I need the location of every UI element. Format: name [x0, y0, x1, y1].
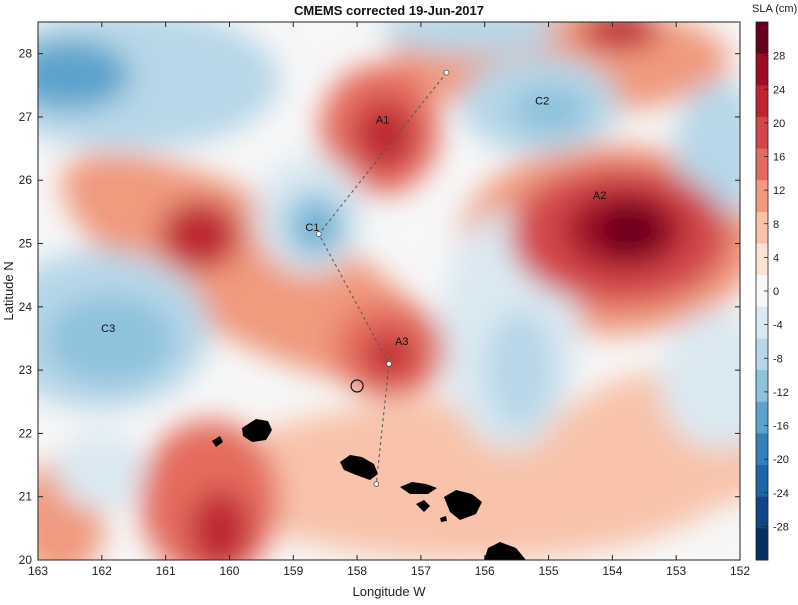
y-tick-label: 21 — [19, 490, 33, 504]
y-tick-label: 23 — [19, 363, 33, 377]
colorbar-segment — [756, 148, 768, 181]
colorbar-segment — [756, 465, 768, 498]
y-tick-label: 20 — [19, 553, 33, 567]
island-molokai — [400, 482, 437, 494]
colorbar-tick-label: 16 — [773, 152, 785, 164]
track-point — [315, 231, 322, 237]
y-tick-label: 24 — [19, 300, 33, 314]
eddy-label-c3: C3 — [101, 323, 115, 335]
eddy-labels: A1 A2 A3 C1 C2 C3 — [101, 95, 606, 348]
island-niihau — [212, 436, 223, 447]
eddy-track-points — [315, 69, 450, 487]
x-axis-ticks: 163 162 161 160 159 158 157 156 155 154 153 152 — [28, 22, 750, 578]
sla-patches — [38, 22, 740, 560]
colorbar-tick-label: -28 — [773, 521, 789, 533]
eddy-label-c2: C2 — [535, 95, 549, 107]
y-tick-label: 27 — [19, 110, 33, 124]
colorbar-segment — [756, 370, 768, 403]
station-circle — [350, 379, 364, 393]
colorbar-segment — [756, 243, 768, 276]
eddy-label-a1: A1 — [376, 114, 389, 126]
colorbar-tick-label: 0 — [773, 286, 779, 298]
colorbar-tick-label: 4 — [773, 252, 779, 264]
colorbar-tick-label: -12 — [773, 387, 789, 399]
colorbar — [756, 22, 768, 561]
colorbar-tick-label: -20 — [773, 454, 789, 466]
island-hawaii — [484, 542, 526, 560]
island-land-mask — [212, 419, 526, 560]
island-kahoolawe — [440, 516, 447, 522]
y-tick-label: 26 — [19, 173, 33, 187]
island-maui — [444, 490, 482, 520]
x-tick-label: 160 — [219, 564, 239, 578]
colorbar-tick-label: 12 — [773, 185, 785, 197]
colorbar-segment — [756, 306, 768, 339]
colorbar-tick-label: 24 — [773, 84, 785, 96]
track-point — [373, 481, 380, 487]
y-tick-label: 28 — [19, 47, 33, 61]
island-lanai — [416, 500, 430, 512]
colorbar-tick-label: 28 — [773, 51, 785, 63]
eddy-label-a3: A3 — [395, 336, 408, 348]
y-axis-ticks: 20 21 22 23 24 25 26 27 28 — [19, 47, 740, 567]
colorbar-segment — [756, 528, 768, 561]
colorbar-tick-label: -4 — [773, 320, 783, 332]
colorbar-segment — [756, 433, 768, 466]
sla-field: A1 A2 A3 C1 C2 C3 — [38, 22, 740, 560]
colorbar-segment — [756, 53, 768, 86]
colorbar-segment — [756, 116, 768, 150]
x-tick-label: 161 — [156, 564, 176, 578]
colorbar-tick-label: -16 — [773, 421, 789, 433]
y-axis-label: Latitude N — [1, 261, 16, 320]
map-title: CMEMS corrected 19-Jun-2017 — [294, 3, 484, 18]
eddy-track-line — [318, 72, 447, 485]
island-oahu — [340, 455, 378, 480]
eddy-label-a2: A2 — [593, 190, 606, 202]
colorbar-segment — [756, 496, 768, 529]
colorbar-tick-label: 8 — [773, 219, 779, 231]
colorbar-segment — [756, 85, 768, 118]
colorbar-tick-label: 20 — [773, 118, 785, 130]
x-tick-label: 156 — [475, 564, 495, 578]
colorbar-segment — [756, 338, 768, 371]
eddy-label-c1: C1 — [305, 222, 319, 234]
x-tick-label: 162 — [92, 564, 112, 578]
x-tick-label: 158 — [347, 564, 367, 578]
map-frame — [37, 21, 741, 561]
colorbar-label: SLA (cm) — [752, 3, 797, 15]
colorbar-tick-label: -8 — [773, 353, 783, 365]
x-tick-label: 155 — [539, 564, 559, 578]
y-tick-label: 25 — [19, 237, 33, 251]
track-point — [386, 360, 392, 367]
x-axis-label: Longitude W — [353, 584, 427, 599]
x-tick-label: 159 — [283, 564, 303, 578]
colorbar-ticks: 28 24 20 16 12 8 4 0 -4 -8 -12 -16 -20 -24 -28 — [764, 51, 789, 533]
track-point — [443, 69, 450, 76]
colorbar-tick-label: -24 — [773, 488, 789, 500]
colorbar-segment — [756, 211, 768, 245]
island-kauai — [242, 419, 272, 442]
colorbar-segment — [756, 22, 768, 55]
x-tick-label: 163 — [28, 564, 48, 578]
colorbar-segment — [756, 275, 768, 308]
y-tick-label: 22 — [19, 426, 33, 440]
x-tick-label: 153 — [666, 564, 686, 578]
colorbar-segment — [756, 180, 768, 213]
x-tick-label: 152 — [730, 564, 750, 578]
colorbar-segment — [756, 401, 768, 434]
x-tick-label: 157 — [411, 564, 431, 578]
x-tick-label: 154 — [602, 564, 622, 578]
